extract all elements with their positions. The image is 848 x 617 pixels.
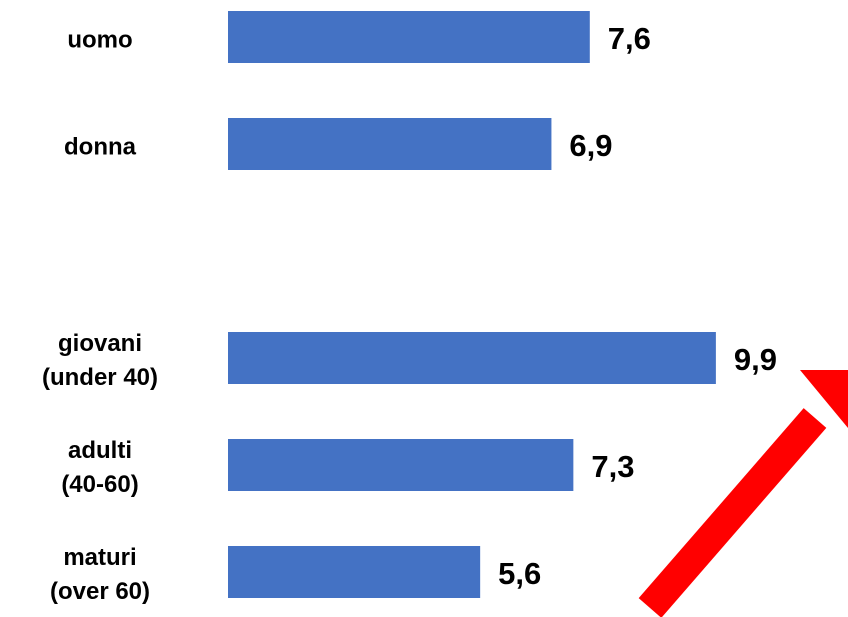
arrow-shaft xyxy=(638,408,827,617)
bar xyxy=(228,546,481,598)
value-label: 7,6 xyxy=(608,21,651,56)
arrow-head xyxy=(800,370,848,428)
category-label: maturi (over 60) xyxy=(50,544,150,605)
bar xyxy=(228,332,716,384)
value-label: 5,6 xyxy=(498,556,541,591)
category-label: adulti (40-60) xyxy=(61,437,138,498)
bar xyxy=(228,11,590,63)
bar xyxy=(228,439,574,491)
category-label: giovani (under 40) xyxy=(42,330,158,391)
value-label: 9,9 xyxy=(734,342,777,377)
category-label: uomo xyxy=(67,26,132,53)
bar xyxy=(228,118,552,170)
value-label: 7,3 xyxy=(591,449,634,484)
value-label: 6,9 xyxy=(569,128,612,163)
trend-arrow xyxy=(638,370,848,617)
category-label: donna xyxy=(64,133,137,160)
